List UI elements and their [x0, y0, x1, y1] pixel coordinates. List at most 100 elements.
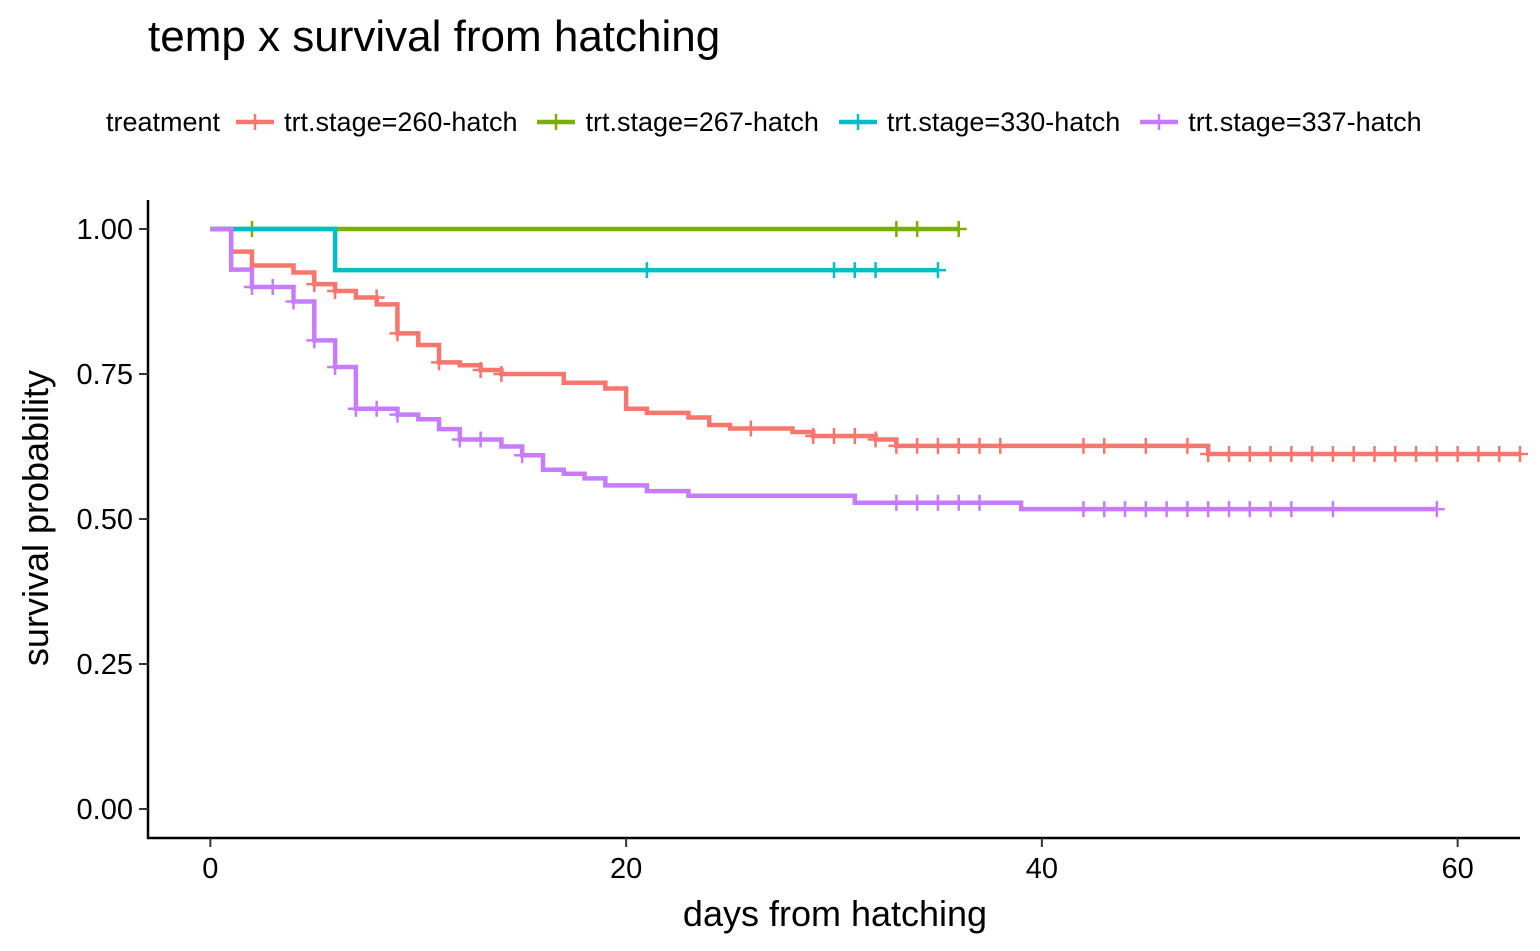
censor-mark-3-10 — [514, 447, 531, 464]
censor-mark-0-8 — [805, 428, 822, 445]
censor-mark-2-4 — [929, 262, 946, 279]
censor-mark-0-30 — [1366, 446, 1383, 463]
x-axis-title: days from hatching — [683, 893, 987, 934]
censor-mark-1-1 — [888, 221, 905, 237]
censor-mark-0-18 — [1075, 437, 1092, 454]
censor-mark-0-1 — [327, 283, 344, 300]
censor-mark-0-6 — [493, 366, 510, 382]
censor-mark-3-1 — [264, 279, 281, 295]
censor-mark-0-37 — [1512, 446, 1528, 463]
censor-mark-0-7 — [742, 420, 759, 437]
censor-mark-1-3 — [950, 221, 967, 237]
x-tick-label-3: 60 — [1442, 853, 1474, 885]
legend-key-267-hatch — [537, 114, 576, 130]
series-3 — [210, 226, 1445, 518]
censor-mark-0-28 — [1324, 446, 1341, 463]
series-2 — [210, 226, 946, 279]
censor-mark-0-15 — [950, 437, 967, 454]
series-layer — [210, 221, 1528, 518]
y-tick-label-4: 1.00 — [77, 214, 133, 246]
legend-item-337-hatch: trt.stage=337-hatch — [1138, 104, 1422, 140]
chart-title: temp x survival from hatching — [148, 12, 721, 61]
censor-mark-3-2 — [285, 293, 302, 310]
censor-mark-0-14 — [929, 437, 946, 454]
series-line-0 — [210, 226, 1520, 457]
censor-mark-0-26 — [1283, 446, 1300, 463]
censor-mark-0-25 — [1262, 446, 1279, 463]
censor-mark-0-4 — [431, 354, 448, 371]
censor-mark-3-15 — [971, 494, 988, 511]
censor-mark-3-14 — [950, 494, 967, 511]
censor-mark-3-24 — [1241, 501, 1258, 518]
x-tick-label-0: 0 — [202, 853, 218, 885]
censor-mark-2-2 — [846, 262, 863, 279]
legend-label-337-hatch: trt.stage=337-hatch — [1188, 106, 1422, 137]
censor-mark-0-13 — [909, 437, 926, 454]
censor-mark-0-32 — [1408, 446, 1425, 463]
censor-mark-0-33 — [1428, 446, 1445, 463]
censor-mark-0-10 — [846, 428, 863, 445]
x-tick-label-1: 20 — [610, 853, 642, 885]
censor-mark-0-22 — [1200, 446, 1217, 463]
censor-mark-0-36 — [1491, 446, 1508, 463]
legend-label-330-hatch: trt.stage=330-hatch — [886, 106, 1121, 137]
censor-mark-3-8 — [451, 431, 468, 448]
censor-mark-2-0 — [638, 262, 655, 279]
censor-mark-3-26 — [1283, 501, 1300, 518]
censor-mark-3-27 — [1324, 501, 1341, 518]
censor-mark-3-22 — [1200, 501, 1217, 518]
censor-mark-0-17 — [992, 437, 1009, 454]
series-0 — [210, 226, 1528, 463]
x-tick-label-2: 40 — [1026, 853, 1058, 885]
censor-mark-3-9 — [472, 431, 489, 448]
censor-mark-3-18 — [1117, 501, 1134, 518]
y-tick-label-2: 0.50 — [77, 504, 133, 536]
censor-mark-0-19 — [1096, 437, 1113, 454]
censor-mark-3-6 — [368, 400, 385, 417]
censor-mark-0-5 — [472, 361, 489, 378]
legend-item-330-hatch: trt.stage=330-hatch — [837, 104, 1120, 140]
censor-mark-0-34 — [1449, 446, 1466, 463]
censor-mark-3-16 — [1075, 501, 1092, 518]
censor-mark-0-29 — [1345, 446, 1362, 463]
censor-mark-3-17 — [1096, 501, 1113, 518]
legend-label-260-hatch: trt.stage=260-hatch — [284, 106, 518, 137]
legend-label-267-hatch: trt.stage=267-hatch — [585, 106, 819, 137]
series-line-2 — [210, 226, 938, 273]
censor-mark-3-11 — [888, 494, 905, 511]
legend-item-267-hatch: trt.stage=267-hatch — [535, 104, 819, 140]
legend-key-330-hatch — [838, 114, 877, 130]
censor-mark-3-19 — [1137, 501, 1154, 518]
censor-mark-0-3 — [389, 325, 406, 342]
y-tick-label-1: 0.25 — [77, 649, 133, 681]
censor-mark-0-9 — [826, 428, 842, 445]
censor-mark-3-5 — [347, 400, 364, 417]
censor-mark-3-7 — [389, 406, 406, 423]
legend-item-260-hatch: trt.stage=260-hatch — [234, 104, 517, 140]
censor-mark-3-25 — [1262, 501, 1279, 518]
censor-mark-0-2 — [368, 289, 385, 306]
censor-mark-3-3 — [306, 332, 323, 349]
censor-mark-0-24 — [1241, 446, 1258, 463]
censor-mark-3-28 — [1428, 501, 1445, 518]
censor-mark-3-21 — [1179, 501, 1196, 518]
censor-mark-3-12 — [909, 494, 926, 511]
legend: treatment trt.stage=260-hatch trt.stage=… — [106, 104, 1440, 140]
censor-mark-0-16 — [971, 437, 988, 454]
censor-mark-3-23 — [1220, 501, 1237, 518]
censor-mark-0-23 — [1220, 446, 1237, 463]
legend-key-337-hatch — [1140, 114, 1179, 130]
censor-mark-0-12 — [888, 437, 905, 454]
censor-mark-0-11 — [867, 431, 884, 448]
censor-mark-0-27 — [1304, 446, 1321, 463]
y-tick-label-0: 0.00 — [77, 794, 133, 826]
censor-mark-0-31 — [1387, 446, 1404, 463]
y-tick-label-3: 0.75 — [77, 359, 133, 391]
censor-mark-0-0 — [306, 276, 323, 293]
legend-title: treatment — [106, 106, 221, 137]
censor-mark-0-20 — [1137, 437, 1154, 454]
legend-key-260-hatch — [236, 114, 275, 130]
censor-mark-1-2 — [909, 221, 926, 237]
censor-mark-3-13 — [929, 494, 946, 511]
